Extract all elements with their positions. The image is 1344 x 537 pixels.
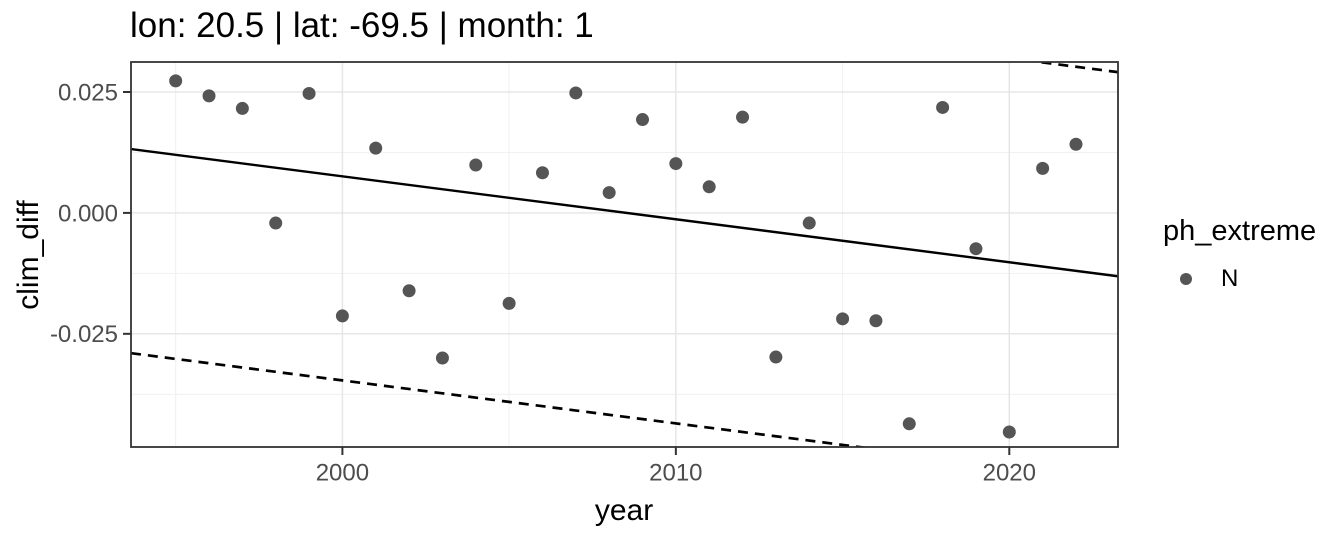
lower-bound-line	[131, 351, 870, 447]
trend-line	[131, 147, 1118, 278]
data-point	[469, 158, 483, 172]
plot-title: lon: 20.5 | lat: -69.5 | month: 1	[130, 6, 594, 45]
data-point	[369, 141, 383, 155]
data-point	[802, 216, 816, 230]
data-point	[435, 351, 449, 365]
legend: ph_extreme N	[1163, 213, 1316, 292]
data-point	[869, 314, 883, 328]
data-point	[1002, 425, 1016, 439]
x-tick-label: 2020	[983, 459, 1036, 486]
y-axis-title: clim_diff	[12, 200, 45, 310]
data-point	[836, 312, 850, 326]
data-point	[235, 101, 249, 115]
data-point	[969, 242, 983, 256]
data-point	[602, 186, 616, 200]
data-point	[535, 166, 549, 180]
data-point	[936, 100, 950, 114]
data-point	[269, 216, 283, 230]
data-point	[636, 113, 650, 127]
data-point	[669, 157, 683, 171]
y-tick-label: 0.025	[58, 79, 118, 106]
data-point	[1036, 161, 1050, 175]
data-point	[402, 284, 416, 298]
x-tick-label: 2000	[316, 459, 369, 486]
panel-border	[130, 61, 1119, 448]
legend-title: ph_extreme	[1163, 215, 1317, 247]
data-point	[169, 74, 183, 88]
data-point	[769, 350, 783, 364]
data-point	[736, 110, 750, 124]
data-point	[569, 86, 583, 100]
data-point	[902, 417, 916, 431]
legend-item-label: N	[1221, 265, 1239, 292]
x-axis-title: year	[594, 494, 654, 527]
data-point	[502, 296, 516, 310]
x-tick-label: 2010	[649, 459, 702, 486]
data-point	[1069, 137, 1083, 151]
y-tick-label: 0.000	[58, 200, 118, 227]
fit-lines	[131, 62, 1118, 447]
point-symbol-icon	[1180, 273, 1192, 285]
data-point	[702, 180, 716, 194]
y-tick-label: -0.025	[50, 321, 118, 348]
legend-item: N	[1163, 265, 1316, 292]
data-point	[202, 89, 216, 103]
data-point	[302, 86, 316, 100]
data-point	[335, 309, 349, 323]
